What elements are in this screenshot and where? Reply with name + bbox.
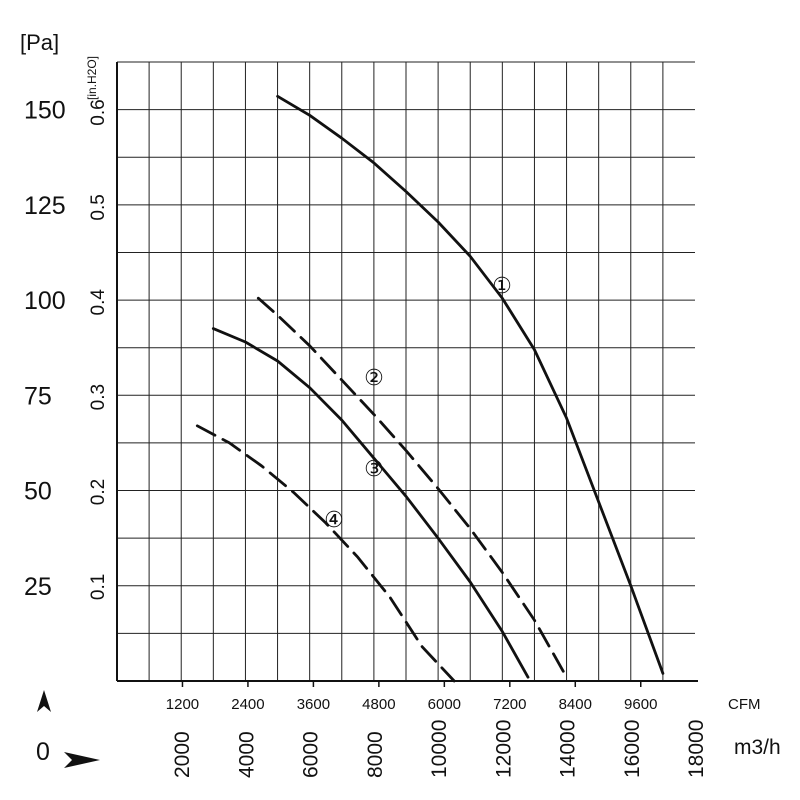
m3h-tick-label: 10000 [428, 720, 451, 778]
inh2o-tick-label: 0.5 [88, 194, 109, 220]
right-arrow-icon [64, 752, 100, 768]
pa-tick-label: 25 [24, 573, 52, 601]
inh2o-unit-label: [in.H2O] [85, 56, 99, 100]
curve-3 [211, 327, 530, 679]
pa-unit-label: [Pa] [20, 30, 59, 55]
m3h-tick-label: 18000 [685, 720, 708, 778]
curve-2 [256, 296, 568, 679]
cfm-tick-label: 7200 [493, 696, 526, 713]
m3h-tick-label: 16000 [621, 720, 644, 778]
cfm-tick-label: 3600 [297, 696, 330, 713]
cfm-tick-label: 4800 [362, 696, 395, 713]
pa-tick-label: 100 [24, 287, 66, 315]
curve-1 [276, 94, 665, 675]
chart-grid [116, 61, 698, 687]
curve-1-label: ① [492, 274, 512, 299]
cfm-tick-label: 1200 [166, 696, 199, 713]
inh2o-tick-label: 0.2 [88, 479, 109, 505]
m3h-tick-label: 14000 [557, 720, 580, 778]
m3h-tick-label: 2000 [171, 731, 194, 778]
cfm-tick-label: 8400 [559, 696, 592, 713]
curve-4-label: ④ [324, 508, 344, 533]
curve-3-label: ③ [364, 457, 384, 482]
m3h-tick-label: 8000 [364, 731, 387, 778]
curve-4 [195, 424, 456, 683]
cfm-tick-label: 6000 [428, 696, 461, 713]
up-arrow-icon [37, 690, 51, 712]
m3h-unit-label: m3/h [734, 736, 781, 759]
pa-tick-label: 75 [24, 382, 52, 410]
curve-2-label: ② [364, 366, 384, 391]
m3h-tick-label: 4000 [235, 731, 258, 778]
m3h-tick-label: 6000 [300, 731, 323, 778]
pa-tick-label: 50 [24, 478, 52, 506]
pa-tick-label: 125 [24, 192, 66, 220]
pa-tick-label: 150 [24, 97, 66, 125]
inh2o-tick-label: 0.1 [88, 574, 109, 600]
inh2o-tick-label: 0.6 [88, 99, 109, 125]
inh2o-tick-label: 0.4 [88, 289, 109, 316]
origin-zero-label: 0 [36, 738, 50, 766]
cfm-tick-label: 9600 [624, 696, 657, 713]
curves-layer [195, 94, 665, 683]
tick-labels-layer: 25 50 75 100 125 150 0.1 0.2 0.3 0.4 0.5 0.6 1200 240… [24, 97, 708, 778]
inh2o-tick-label: 0.3 [88, 384, 109, 410]
cfm-tick-label: 2400 [231, 696, 264, 713]
m3h-tick-label: 12000 [492, 720, 515, 778]
cfm-unit-label: CFM [728, 696, 761, 713]
